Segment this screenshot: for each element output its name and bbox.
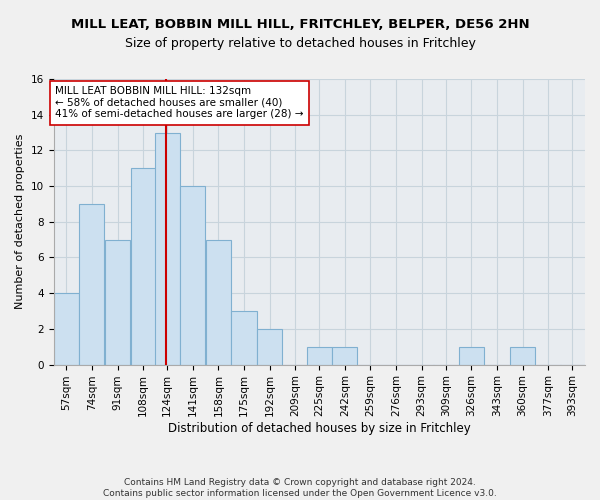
Bar <box>180 186 205 364</box>
Bar <box>307 346 332 364</box>
Bar <box>54 293 79 364</box>
Bar <box>257 329 282 364</box>
Y-axis label: Number of detached properties: Number of detached properties <box>15 134 25 310</box>
Bar <box>131 168 155 364</box>
Text: MILL LEAT, BOBBIN MILL HILL, FRITCHLEY, BELPER, DE56 2HN: MILL LEAT, BOBBIN MILL HILL, FRITCHLEY, … <box>71 18 529 30</box>
Text: MILL LEAT BOBBIN MILL HILL: 132sqm
← 58% of detached houses are smaller (40)
41%: MILL LEAT BOBBIN MILL HILL: 132sqm ← 58%… <box>55 86 304 120</box>
Bar <box>79 204 104 364</box>
Bar <box>206 240 231 364</box>
Bar <box>105 240 130 364</box>
X-axis label: Distribution of detached houses by size in Fritchley: Distribution of detached houses by size … <box>168 422 470 435</box>
Bar <box>510 346 535 364</box>
Bar <box>155 132 180 364</box>
Bar <box>332 346 358 364</box>
Text: Contains HM Land Registry data © Crown copyright and database right 2024.
Contai: Contains HM Land Registry data © Crown c… <box>103 478 497 498</box>
Text: Size of property relative to detached houses in Fritchley: Size of property relative to detached ho… <box>125 38 475 51</box>
Bar <box>232 311 257 364</box>
Bar <box>459 346 484 364</box>
